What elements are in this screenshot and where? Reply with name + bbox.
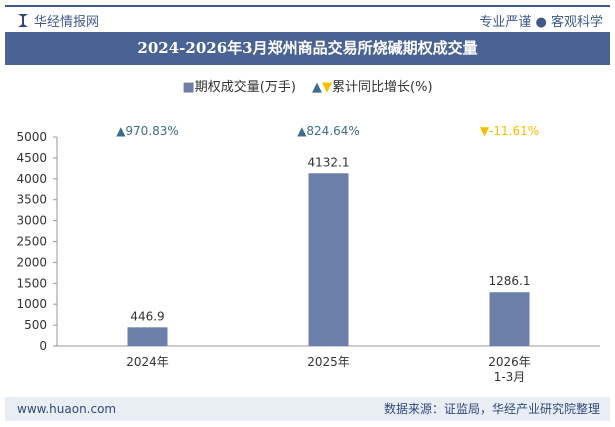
website-link[interactable]: www.huaon.com: [17, 402, 117, 416]
y-tick-label: 2500: [16, 235, 47, 249]
legend-growth: ▲▼累计同比增长(%): [312, 80, 433, 95]
bar: [308, 173, 349, 346]
brand-name: 华经情报网: [34, 15, 100, 30]
brand: 华经情报网: [18, 11, 99, 30]
y-tick-label: 2000: [16, 255, 47, 269]
y-tick-label: 1000: [16, 297, 47, 311]
y-tick-label: 4500: [16, 151, 47, 165]
bar: [489, 292, 530, 346]
chart-title: 2024-2026年3月郑州商品交易所烧碱期权成交量: [5, 32, 610, 65]
x-tick-label: 2024年: [126, 355, 169, 369]
y-tick-label: 1500: [16, 276, 47, 290]
x-tick-label: 1-3月: [494, 370, 526, 384]
slogan: 专业严谨 ● 客观科学: [479, 15, 603, 30]
logo-icon: [18, 14, 28, 27]
legend-bar: ■期权成交量(万手): [182, 80, 296, 95]
chart: 0 500 1000 1500 2000 2500 3000 3500 4000 4500 5000…: [16, 124, 600, 384]
legend: ■期权成交量(万手) ▲▼累计同比增长(%): [0, 76, 615, 95]
y-tick-label: 3500: [16, 193, 47, 207]
y-tick-label: 4000: [16, 172, 47, 186]
top-rule: [5, 5, 610, 7]
y-tick-label: 500: [24, 318, 47, 332]
bar-value-label: 1286.1: [489, 274, 531, 288]
growth-label: ▲970.83%: [116, 124, 179, 138]
x-tick-label: 2025年: [307, 355, 350, 369]
y-tick-label: 0: [39, 339, 47, 353]
bar-value-label: 4132.1: [308, 155, 350, 169]
source-note: 数据来源：证监局，华经产业研究院整理: [383, 402, 600, 416]
bar: [127, 327, 168, 346]
y-tick-label: 3000: [16, 214, 47, 228]
bar-value-label: 446.9: [130, 309, 164, 323]
growth-label: ▼-11.61%: [480, 124, 539, 138]
x-tick-label: 2026年: [488, 355, 531, 369]
growth-label: ▲824.64%: [297, 124, 360, 138]
y-tick-label: 5000: [16, 130, 47, 144]
footer: www.huaon.com 数据来源：证监局，华经产业研究院整理: [5, 397, 610, 421]
